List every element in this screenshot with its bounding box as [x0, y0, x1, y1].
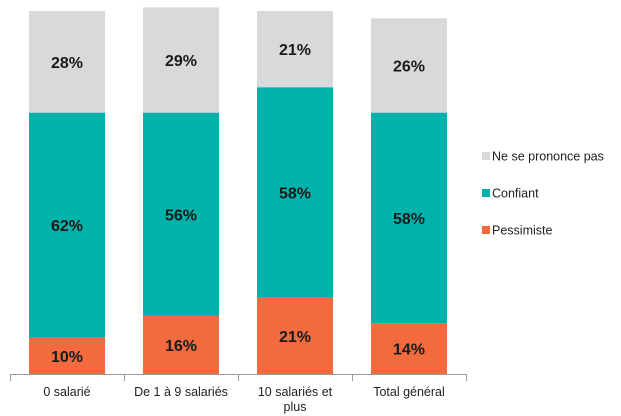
bar-segment-confiant-2	[143, 112, 219, 316]
bar-segment-confiant-1	[29, 112, 105, 338]
data-label-confiant-1: 62%	[51, 218, 83, 235]
data-label-pessimiste-3: 21%	[279, 329, 311, 346]
data-label-pessimiste-2: 16%	[165, 338, 197, 355]
bar-segment-ne-se-prononce-pas-1	[29, 11, 105, 113]
legend-swatch-ne-se-prononce-pas	[482, 152, 490, 160]
category-label-3: 10 salariés et plus	[258, 385, 333, 414]
legend: Ne se prononce pas Confiant Pessimiste	[482, 150, 604, 238]
bar-segment-ne-se-prononce-pas-4	[371, 18, 447, 113]
data-label-ne-se-prononce-pas-2: 29%	[165, 53, 197, 70]
legend-label-ne-se-prononce-pas: Ne se prononce pas	[492, 150, 604, 164]
data-label-confiant-3: 58%	[279, 186, 311, 203]
segment-labels-group: 10% 62% 28% 16% 56% 29% 21% 58% 21% 14% 58% 26%	[51, 42, 425, 366]
category-label-2: De 1 à 9 salariés	[134, 385, 228, 399]
category-labels-group: 0 salarié De 1 à 9 salariés 10 salariés et…	[43, 385, 444, 414]
x-axis	[10, 374, 467, 381]
data-label-confiant-4: 58%	[393, 211, 425, 228]
category-label-4: Total général	[373, 385, 445, 399]
bar-segment-pessimiste-4	[371, 323, 447, 374]
bar-segment-ne-se-prononce-pas-3	[257, 11, 333, 88]
legend-swatch-confiant	[482, 189, 490, 197]
bars-group	[29, 7, 447, 374]
legend-label-confiant: Confiant	[492, 187, 539, 201]
data-label-confiant-2: 56%	[165, 207, 197, 224]
category-label-1: 0 salarié	[43, 385, 90, 399]
data-label-pessimiste-4: 14%	[393, 342, 425, 359]
data-label-pessimiste-1: 10%	[51, 349, 83, 366]
data-label-ne-se-prononce-pas-4: 26%	[393, 58, 425, 75]
data-label-ne-se-prononce-pas-1: 28%	[51, 55, 83, 72]
bar-segment-pessimiste-3	[257, 297, 333, 374]
bar-segment-confiant-4	[371, 112, 447, 324]
bar-segment-confiant-3	[257, 87, 333, 298]
bar-segment-pessimiste-1	[29, 337, 105, 374]
bar-segment-ne-se-prononce-pas-2	[143, 7, 219, 113]
legend-label-pessimiste: Pessimiste	[492, 224, 552, 238]
legend-swatch-pessimiste	[482, 226, 490, 234]
bar-segment-pessimiste-2	[143, 315, 219, 374]
data-label-ne-se-prononce-pas-3: 21%	[279, 42, 311, 59]
